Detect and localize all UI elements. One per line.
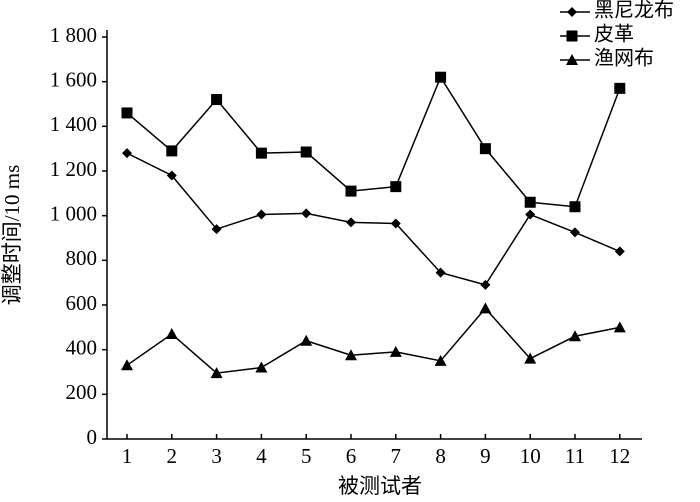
marker: [165, 328, 178, 340]
marker: [301, 208, 312, 219]
y-tick-label: 200: [66, 380, 98, 404]
legend-label: 渔网布: [594, 47, 654, 70]
marker: [390, 181, 402, 193]
marker: [389, 345, 402, 357]
marker: [390, 218, 401, 229]
y-tick-label: 400: [66, 335, 98, 359]
marker: [166, 170, 177, 181]
marker: [435, 267, 446, 278]
y-tick-label: 1 000: [50, 201, 97, 225]
y-axis-label: 调整时间/10 ms: [0, 165, 24, 306]
marker: [255, 361, 268, 373]
x-tick-label: 11: [565, 444, 585, 468]
x-axis-label: 被测试者: [338, 474, 422, 498]
marker: [255, 147, 267, 159]
marker: [570, 227, 580, 238]
marker: [569, 201, 581, 213]
marker: [613, 321, 626, 333]
x-tick-label: 5: [301, 444, 312, 468]
x-tick-label: 12: [609, 444, 630, 468]
x-tick-label: 1: [122, 444, 133, 468]
marker: [434, 354, 447, 366]
marker: [122, 148, 132, 159]
y-tick-label: 1 600: [50, 67, 97, 91]
x-tick-label: 4: [256, 444, 267, 468]
marker: [211, 224, 222, 235]
x-tick-label: 8: [435, 444, 446, 468]
y-tick-label: 1 400: [50, 112, 97, 136]
marker: [211, 94, 223, 106]
x-tick-label: 9: [480, 444, 491, 468]
marker: [121, 107, 133, 119]
marker: [569, 330, 581, 342]
marker: [614, 82, 626, 94]
y-tick-label: 600: [66, 291, 98, 315]
marker: [166, 145, 178, 157]
marker: [567, 7, 577, 17]
marker: [346, 217, 356, 228]
marker: [566, 30, 578, 42]
legend-label: 皮革: [594, 23, 634, 46]
x-tick-label: 6: [346, 444, 357, 468]
marker: [614, 246, 625, 257]
marker: [479, 302, 492, 314]
marker: [121, 359, 133, 371]
series-line: [126, 152, 621, 286]
x-tick-label: 7: [391, 444, 402, 468]
x-tick-label: 10: [520, 444, 541, 468]
x-tick-label: 3: [211, 444, 222, 468]
series-line: [126, 307, 620, 374]
marker: [435, 71, 447, 83]
x-tick-label: 2: [167, 444, 178, 468]
y-tick-label: 800: [66, 246, 98, 270]
marker: [479, 143, 491, 155]
marker: [524, 352, 537, 364]
marker: [345, 185, 357, 197]
marker: [524, 196, 536, 208]
y-tick-label: 1 200: [50, 157, 97, 181]
marker: [480, 279, 491, 290]
marker: [300, 334, 313, 346]
legend-label: 黑尼龙布: [594, 0, 674, 22]
marker: [256, 209, 267, 220]
series-line: [126, 75, 621, 208]
marker: [566, 54, 578, 65]
marker: [300, 146, 312, 158]
y-tick-label: 1 800: [50, 23, 97, 47]
marker: [345, 349, 357, 361]
y-tick-label: 0: [87, 425, 98, 449]
marker: [210, 367, 223, 379]
marker: [525, 209, 536, 220]
